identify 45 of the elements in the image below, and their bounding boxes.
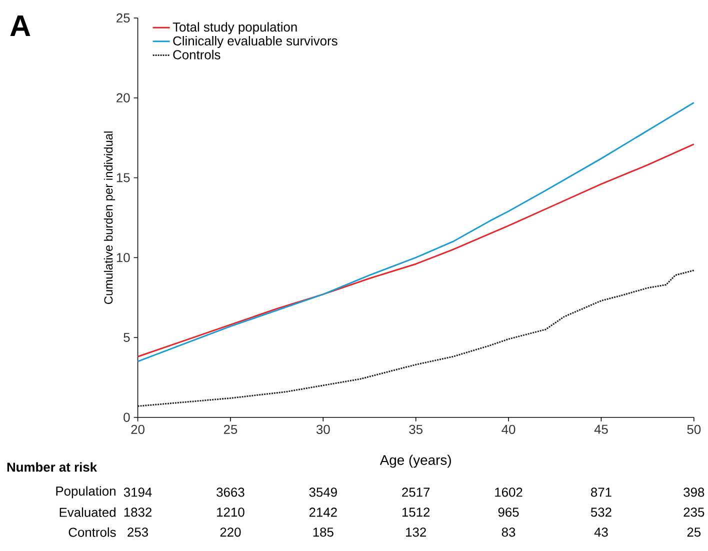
text: 532: [590, 508, 612, 517]
legend-label: Controls: [173, 50, 220, 60]
text: Population: [56, 486, 116, 498]
text: 1210: [217, 508, 244, 517]
text: Number at risk: [7, 462, 98, 472]
text: 83: [502, 528, 516, 537]
text: A: [10, 15, 30, 36]
y-tick-label: 15: [116, 173, 130, 182]
text: 253: [128, 528, 148, 537]
x-tick-label: 25: [224, 424, 238, 434]
text: 235: [684, 508, 704, 517]
y-tick-label: 5: [124, 332, 130, 342]
text: 3663: [216, 488, 244, 497]
x-tick-label: 50: [687, 424, 701, 434]
x-tick-label: 45: [594, 424, 608, 434]
text: 25: [687, 528, 701, 537]
y-tick-label: 0: [124, 412, 130, 422]
text: 220: [220, 528, 241, 537]
text: 1602: [495, 488, 522, 497]
text: 398: [684, 488, 704, 497]
text: Controls: [68, 527, 116, 537]
text: 3549: [309, 488, 337, 497]
text: Evaluated: [60, 507, 116, 517]
text: 2142: [309, 508, 337, 517]
text: 43: [594, 528, 608, 537]
y-tick-label: 10: [116, 252, 130, 262]
text: 132: [406, 528, 426, 537]
y-axis-title: Cumulative burden per individual: [104, 132, 116, 304]
x-tick-label: 20: [131, 424, 144, 434]
text: 2517: [402, 488, 430, 497]
text: 1512: [402, 508, 430, 517]
y-tick-label: 20: [116, 93, 130, 102]
x-tick-label: 40: [502, 424, 516, 434]
x-axis-title: Age (years): [380, 454, 451, 468]
text: 965: [498, 508, 519, 517]
y-tick-label: 25: [116, 13, 130, 22]
text: 185: [313, 528, 334, 537]
legend-label: Clinically evaluable survivors: [173, 36, 338, 48]
text: 871: [590, 488, 612, 497]
text: 1832: [124, 508, 152, 517]
x-tick-label: 35: [409, 424, 422, 434]
line-series: [137, 143, 695, 358]
x-tick-label: 30: [316, 424, 330, 434]
legend-label: Total study population: [172, 22, 297, 34]
text: 3194: [124, 488, 152, 497]
